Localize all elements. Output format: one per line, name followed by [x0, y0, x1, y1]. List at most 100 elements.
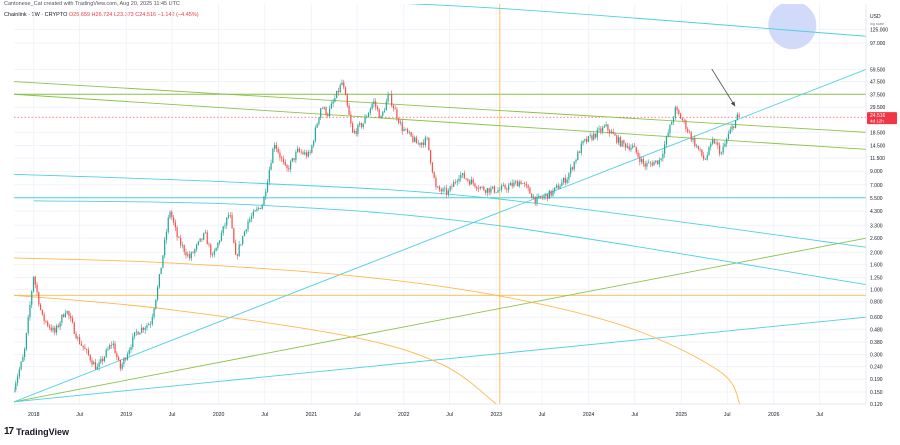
candle [226, 217, 228, 229]
candle [671, 120, 673, 125]
candle-body [258, 207, 260, 209]
candle [149, 321, 152, 328]
candle [672, 115, 675, 126]
candle [570, 163, 572, 177]
candle-body [185, 251, 187, 256]
candle-body [617, 137, 620, 143]
candle-body [695, 145, 698, 147]
candle [187, 251, 189, 258]
candle-body [435, 177, 437, 188]
candle-body [86, 349, 88, 350]
candle-body [380, 115, 382, 118]
candle [98, 359, 100, 371]
candle-body [529, 187, 531, 194]
candle [128, 347, 130, 356]
candle-body [392, 105, 395, 109]
candle-body [181, 245, 184, 246]
candle-body [194, 249, 196, 254]
candle [339, 82, 341, 93]
candle [640, 157, 643, 165]
price-tick-label: 18.500 [870, 130, 886, 136]
candle-body [389, 94, 391, 95]
price-tick-label: 2.600 [870, 236, 883, 242]
candle [525, 181, 527, 189]
candle-body [662, 153, 664, 159]
candle-body [401, 122, 403, 132]
candle [555, 183, 558, 189]
candle [729, 126, 731, 135]
candle [142, 326, 145, 333]
candle [603, 124, 605, 129]
annotation-arrow [711, 68, 736, 107]
candle [718, 142, 721, 157]
candle-body [664, 144, 666, 154]
price-tick-label: 1.600 [870, 262, 883, 268]
candle [273, 142, 276, 152]
candle-body [612, 131, 614, 134]
fan-curve [14, 257, 741, 404]
candle [447, 188, 449, 198]
candle-body [132, 336, 134, 348]
candle-body [408, 132, 410, 133]
candle-body [16, 376, 19, 384]
candle [633, 143, 636, 147]
candle-body [470, 179, 473, 185]
candle-body [238, 244, 240, 256]
candle [350, 111, 352, 127]
candle-body [547, 194, 549, 199]
candle [80, 340, 82, 346]
candle-body [554, 187, 556, 191]
candle-body [277, 148, 279, 153]
candle-body [96, 367, 98, 370]
candle [477, 185, 480, 193]
candle [412, 133, 414, 144]
candle [330, 101, 332, 110]
candle [190, 251, 192, 262]
candle [38, 291, 40, 307]
candle [250, 212, 253, 223]
candle-body [506, 188, 508, 190]
candle-body [465, 178, 467, 180]
candle [94, 358, 97, 371]
candle [272, 147, 274, 164]
candle-body [307, 151, 309, 157]
candle [245, 229, 247, 234]
time-tick-label: 2026 [768, 412, 780, 418]
symbol-name[interactable]: Chainlink · 1W · CRYPTO [4, 12, 68, 18]
candle [229, 212, 231, 219]
tradingview-logo-icon: 17 [4, 426, 14, 437]
candle [110, 341, 113, 349]
candle-body [130, 347, 132, 350]
candle [234, 239, 237, 255]
candle-body [31, 291, 33, 305]
candle-body [199, 238, 201, 242]
candle [380, 115, 382, 119]
candle [385, 98, 387, 111]
candle [353, 128, 356, 135]
candle-body [522, 183, 524, 185]
candle-body [486, 188, 488, 193]
candle-body [736, 114, 738, 120]
candle [155, 299, 157, 310]
candle-body [263, 196, 265, 205]
candle [690, 130, 692, 143]
candle [27, 314, 29, 336]
candle [268, 166, 270, 186]
candle-body [227, 215, 230, 218]
candle-body [587, 135, 590, 142]
candle-body [183, 245, 185, 252]
candle-body [68, 311, 70, 316]
time-tick-label: Jul [169, 412, 176, 418]
candle-body [343, 82, 345, 88]
time-tick-label: 2021 [306, 412, 318, 418]
candle [160, 267, 162, 275]
candle-body [211, 254, 214, 256]
candle [644, 161, 646, 171]
candle-body [516, 181, 519, 187]
candle [242, 235, 244, 246]
candle [612, 128, 614, 134]
candle-body [320, 108, 322, 118]
candle-body [325, 107, 327, 115]
candle-body [596, 129, 598, 138]
